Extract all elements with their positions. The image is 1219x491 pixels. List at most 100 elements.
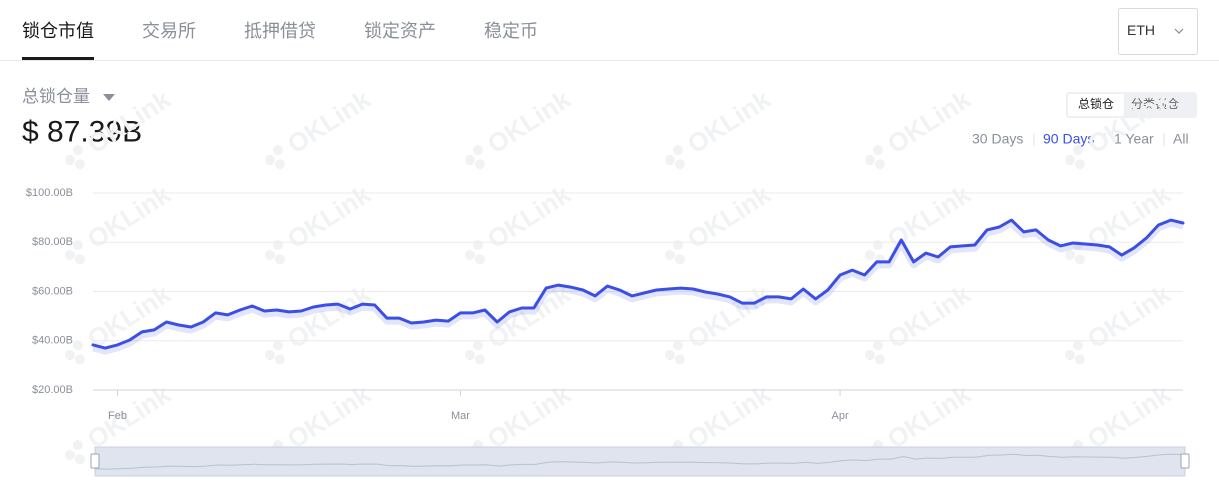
tab[interactable]: 抵押借贷: [244, 21, 316, 41]
navigator-handle[interactable]: [1180, 453, 1190, 469]
watermark-dot: [274, 254, 285, 265]
navigator-handle[interactable]: [90, 453, 100, 469]
watermark-dot: [472, 240, 483, 251]
watermark-dot: [1074, 159, 1085, 170]
toggle-option[interactable]: 分类锁仓: [1131, 96, 1179, 111]
watermark-dot: [672, 240, 683, 251]
watermark-dot: [1065, 250, 1075, 260]
x-tick-label: Apr: [832, 410, 849, 422]
watermark-text: OKLink: [682, 84, 776, 160]
range-option[interactable]: All: [1173, 131, 1189, 147]
watermark-dot: [472, 340, 483, 351]
watermark-dot: [1072, 145, 1083, 156]
tab[interactable]: 稳定币: [484, 21, 538, 41]
watermark-dot: [474, 159, 485, 170]
watermark-dot: [274, 159, 285, 170]
watermark-dot: [465, 155, 475, 165]
watermark-dot: [272, 145, 283, 156]
toggle-active: [1068, 94, 1124, 116]
watermark-dot: [672, 145, 683, 156]
watermark: OKLink: [865, 279, 976, 365]
watermark-dot: [865, 350, 875, 360]
x-tick-label: Feb: [108, 410, 127, 422]
watermark-dot: [74, 159, 85, 170]
watermark-dot: [274, 354, 285, 365]
watermark-dot: [1072, 340, 1083, 351]
y-tick-label: $80.00B: [32, 236, 73, 248]
tab[interactable]: 交易所: [142, 21, 196, 41]
watermark-dot: [1065, 350, 1075, 360]
watermark: OKLink: [265, 179, 376, 265]
watermark-dot: [265, 250, 275, 260]
watermark-dot: [65, 350, 75, 360]
watermark: OKLink: [1065, 279, 1176, 365]
watermark: OKLink: [465, 84, 576, 170]
watermark: OKLink: [65, 179, 176, 265]
y-tick-label: $20.00B: [32, 384, 73, 396]
watermark: OKLink: [865, 179, 976, 265]
watermark-dot: [72, 145, 83, 156]
watermark-dot: [74, 454, 85, 465]
metric-caret[interactable]: [103, 94, 115, 101]
select-caret: [1174, 28, 1184, 34]
watermark-dot: [65, 450, 75, 460]
watermark-text: OKLink: [282, 179, 376, 255]
watermark-text: OKLink: [482, 179, 576, 255]
navigator-line: [94, 453, 1186, 470]
watermark-dot: [474, 254, 485, 265]
watermark-dot: [1065, 155, 1075, 165]
asset-select-text[interactable]: ETH: [1127, 22, 1155, 38]
watermark-dot: [674, 254, 685, 265]
watermark-text: OKLink: [82, 179, 176, 255]
watermark-dot: [265, 350, 275, 360]
watermark: OKLink: [865, 84, 976, 170]
tab[interactable]: 锁定资产: [364, 21, 436, 41]
watermark-dot: [465, 350, 475, 360]
toggle-option[interactable]: 总锁仓: [1078, 96, 1114, 111]
watermark-dot: [474, 354, 485, 365]
watermark-dot: [872, 240, 883, 251]
watermark: OKLink: [665, 179, 776, 265]
watermark: OKLink: [65, 279, 176, 365]
watermark-text: OKLink: [882, 84, 976, 160]
data-line: [91, 218, 1185, 350]
range-option[interactable]: 30 Days: [972, 131, 1023, 147]
watermark-dot: [865, 155, 875, 165]
watermark-text: OKLink: [882, 179, 976, 255]
watermark-dot: [665, 155, 675, 165]
y-tick-label: $100.00B: [26, 187, 73, 199]
watermark-dot: [872, 145, 883, 156]
watermark-dot: [272, 340, 283, 351]
watermark: OKLink: [465, 179, 576, 265]
metric-label: 总锁仓量: [22, 87, 90, 106]
watermark-dot: [672, 340, 683, 351]
watermark-dot: [865, 250, 875, 260]
range-option[interactable]: 90 Days: [1043, 131, 1094, 147]
metric-value: $ 87.39B: [22, 115, 142, 148]
watermark-dot: [72, 440, 83, 451]
watermark-dot: [74, 254, 85, 265]
watermark-dot: [65, 155, 75, 165]
watermark-text: OKLink: [882, 279, 976, 355]
watermark: OKLink: [665, 84, 776, 170]
asset-select[interactable]: [1118, 8, 1198, 55]
range-option[interactable]: 1 Year: [1114, 131, 1154, 147]
y-tick-label: $40.00B: [32, 335, 73, 347]
watermark: OKLink: [265, 84, 376, 170]
watermark-dot: [72, 240, 83, 251]
tab-underline: [22, 57, 94, 60]
watermark-dot: [72, 340, 83, 351]
x-tick-label: Mar: [451, 410, 470, 422]
watermark-dot: [674, 159, 685, 170]
watermark-dot: [1074, 354, 1085, 365]
navigator[interactable]: [94, 446, 1186, 477]
line-shadow: [92, 219, 1184, 355]
watermark-dot: [265, 155, 275, 165]
y-tick-label: $60.00B: [32, 285, 73, 297]
tab[interactable]: 锁仓市值: [22, 21, 94, 41]
watermark-dot: [465, 250, 475, 260]
watermark: OKLink: [265, 279, 376, 365]
watermark-dot: [872, 340, 883, 351]
watermark-text: OKLink: [682, 179, 776, 255]
